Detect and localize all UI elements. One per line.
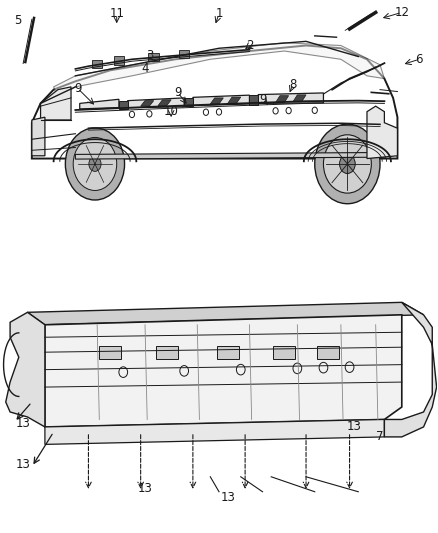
Bar: [273, 346, 295, 359]
Text: 13: 13: [220, 491, 235, 504]
Polygon shape: [250, 95, 258, 105]
Text: 6: 6: [416, 53, 423, 66]
Circle shape: [89, 157, 101, 172]
Text: 2: 2: [246, 39, 253, 52]
Bar: [156, 346, 178, 359]
Polygon shape: [80, 99, 119, 109]
Polygon shape: [184, 98, 193, 106]
Text: 1: 1: [215, 7, 223, 20]
Text: 4: 4: [141, 62, 149, 76]
Text: 9: 9: [259, 93, 266, 106]
Polygon shape: [158, 100, 171, 106]
Text: 9: 9: [174, 86, 181, 99]
Polygon shape: [210, 98, 223, 104]
Polygon shape: [119, 101, 127, 109]
Polygon shape: [28, 302, 424, 325]
Polygon shape: [53, 43, 385, 98]
Text: 13: 13: [16, 417, 31, 430]
Bar: [99, 346, 121, 359]
Polygon shape: [127, 98, 184, 108]
Text: 11: 11: [109, 7, 124, 20]
Polygon shape: [228, 97, 241, 103]
Polygon shape: [258, 93, 323, 103]
Polygon shape: [75, 152, 385, 159]
Bar: [148, 53, 159, 61]
Polygon shape: [6, 312, 45, 427]
Bar: [217, 346, 239, 359]
Polygon shape: [45, 419, 385, 445]
Circle shape: [73, 138, 117, 190]
Polygon shape: [276, 96, 289, 102]
Circle shape: [315, 124, 380, 204]
Text: 13: 13: [346, 421, 361, 433]
Polygon shape: [45, 315, 402, 427]
Text: 13: 13: [16, 458, 31, 471]
Text: 12: 12: [394, 6, 409, 19]
Polygon shape: [141, 101, 154, 106]
Bar: [114, 56, 124, 64]
Circle shape: [323, 135, 371, 193]
Bar: [179, 50, 189, 59]
Bar: [317, 346, 339, 359]
Text: 8: 8: [290, 78, 297, 91]
Text: 7: 7: [376, 431, 384, 443]
Polygon shape: [41, 87, 71, 120]
Polygon shape: [32, 117, 45, 156]
Polygon shape: [193, 95, 250, 106]
Circle shape: [65, 128, 124, 200]
Polygon shape: [293, 95, 306, 102]
Polygon shape: [367, 106, 397, 158]
Text: 5: 5: [14, 14, 21, 27]
Text: 13: 13: [138, 481, 152, 495]
Polygon shape: [385, 302, 437, 437]
Circle shape: [339, 155, 355, 174]
Text: 3: 3: [146, 49, 153, 62]
Bar: [92, 60, 102, 68]
Text: 10: 10: [164, 105, 179, 118]
Text: 9: 9: [74, 82, 81, 95]
